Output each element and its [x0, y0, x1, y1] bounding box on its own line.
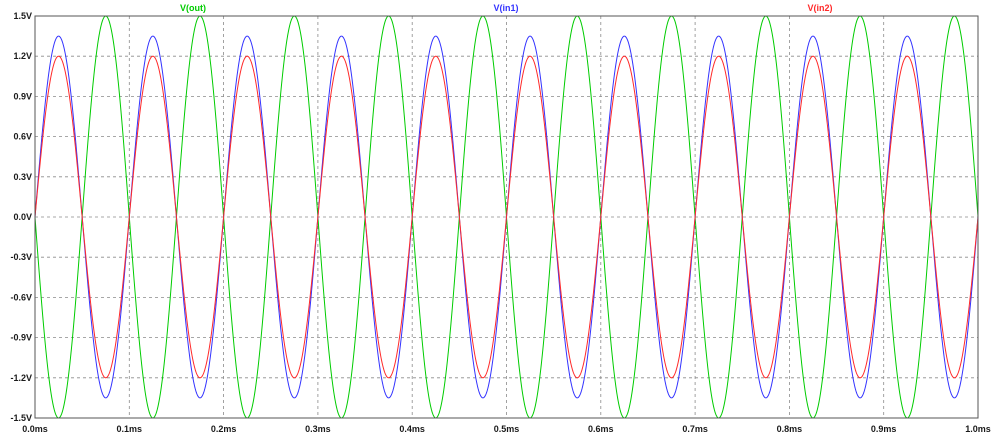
legend-label-v-in2: V(in2) — [807, 3, 832, 13]
legend-label-v-in1: V(in1) — [493, 3, 518, 13]
x-tick-label: 0.7ms — [682, 424, 708, 434]
y-tick-label: 0.0V — [13, 212, 32, 222]
x-tick-label: 0.5ms — [494, 424, 520, 434]
y-tick-label: -0.9V — [10, 333, 32, 343]
y-tick-label: 1.2V — [13, 51, 32, 61]
x-tick-label: 0.4ms — [399, 424, 425, 434]
y-tick-label: -1.5V — [10, 413, 32, 423]
x-tick-label: 0.0ms — [22, 424, 48, 434]
trace-layer — [34, 15, 979, 419]
y-tick-label: -0.6V — [10, 292, 32, 302]
x-axis-ticks: 0.0ms 0.1ms 0.2ms 0.3ms 0.4ms 0.5ms 0.6ms 0.7ms… — [22, 424, 991, 434]
x-tick-label: 0.6ms — [588, 424, 614, 434]
x-tick-label: 0.8ms — [777, 424, 803, 434]
y-tick-label: 0.9V — [13, 91, 32, 101]
x-tick-label: 0.2ms — [211, 424, 237, 434]
y-tick-label: -0.3V — [10, 252, 32, 262]
legend: V(out) V(in1) V(in2) — [180, 3, 833, 13]
series-line-v-in2 — [34, 55, 979, 379]
plot-frame — [34, 15, 979, 419]
x-tick-label: 0.9ms — [871, 424, 897, 434]
y-tick-label: -1.2V — [10, 373, 32, 383]
x-tick-label: 0.3ms — [305, 424, 331, 434]
x-tick-label: 1.0ms — [965, 424, 991, 434]
x-tick-label: 0.1ms — [117, 424, 143, 434]
y-tick-label: 0.3V — [13, 172, 32, 182]
y-tick-label: 0.6V — [13, 132, 32, 142]
legend-label-v-out: V(out) — [180, 3, 206, 13]
y-axis-ticks: 1.5V 1.2V 0.9V 0.6V 0.3V 0.0V -0.3V -0.6V -0.9V -… — [10, 11, 32, 423]
y-tick-label: 1.5V — [13, 11, 32, 21]
